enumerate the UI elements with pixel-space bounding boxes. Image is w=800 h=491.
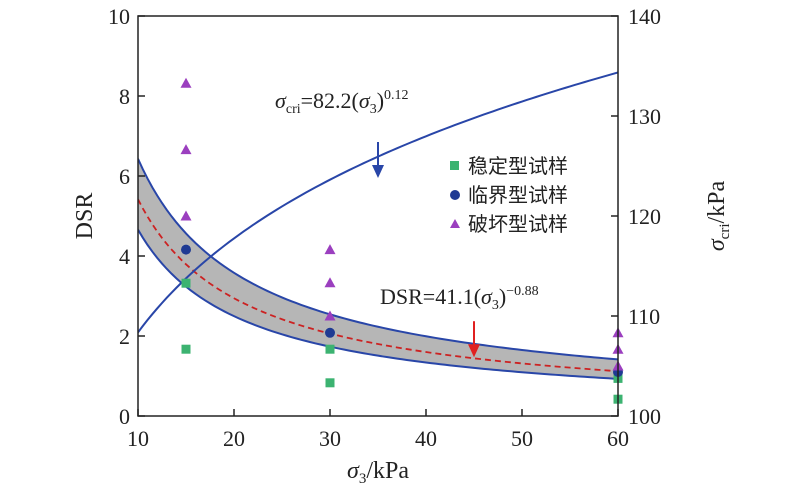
x-tick-label-40: 40 <box>415 426 437 451</box>
axis-ticks: 10 20 30 40 50 60 0 2 4 6 8 10 100 110 120 130 140 <box>108 4 661 451</box>
legend: 稳定型试样 临界型试样 破坏型试样 <box>450 154 568 236</box>
x-tick-label-50: 50 <box>511 426 533 451</box>
y-right-tick-label-120: 120 <box>628 204 661 229</box>
sigma-cri-equation: σcri=82.2(σ3)0.12 <box>275 88 409 117</box>
left-y-axis-label: DSR <box>72 193 98 240</box>
dsr-fit-curve <box>138 198 618 373</box>
legend-marker-stable <box>450 161 459 170</box>
point-series-2-3 <box>324 244 336 255</box>
point-series-2-5 <box>324 310 336 321</box>
y-left-tick-label-6: 6 <box>119 164 130 189</box>
point-series-2-1 <box>180 144 192 155</box>
band-upper-boundary <box>138 158 618 361</box>
point-series-2-0 <box>180 77 192 88</box>
dsr-equation: DSR=41.1(σ3)−0.88 <box>380 284 539 313</box>
y-left-tick-label-8: 8 <box>119 84 130 109</box>
point-series-1-0 <box>181 244 191 255</box>
y-left-tick-label-10: 10 <box>108 4 130 29</box>
x-axis-label: σ3/kPa <box>347 458 409 487</box>
point-series-2-2 <box>180 210 192 221</box>
x-tick-label-60: 60 <box>607 426 629 451</box>
sigma-cri-arrow <box>372 142 384 178</box>
y-left-tick-label-0: 0 <box>119 404 130 429</box>
x-tick-label-10: 10 <box>127 426 149 451</box>
y-right-tick-label-130: 130 <box>628 104 661 129</box>
legend-label-critical: 临界型试样 <box>468 183 568 207</box>
x-tick-label-20: 20 <box>223 426 245 451</box>
confidence-band <box>138 158 618 379</box>
x-tick-label-30: 30 <box>319 426 341 451</box>
legend-label-failure: 破坏型试样 <box>468 212 568 236</box>
y-right-tick-label-100: 100 <box>628 404 661 429</box>
dsr-arrow <box>468 321 480 358</box>
point-series-2-4 <box>324 277 336 288</box>
legend-marker-failure <box>450 219 460 228</box>
right-y-axis-label: σcri/kPa <box>704 180 733 251</box>
y-right-tick-label-110: 110 <box>628 304 660 329</box>
point-series-0-2 <box>325 344 335 354</box>
y-right-tick-label-140: 140 <box>628 4 661 29</box>
point-series-0-0 <box>181 278 191 288</box>
y-left-tick-label-4: 4 <box>119 244 130 269</box>
point-series-0-1 <box>181 344 191 354</box>
legend-marker-critical <box>450 190 460 200</box>
band-lower-boundary <box>138 229 618 380</box>
y-left-tick-label-2: 2 <box>119 324 130 349</box>
point-series-1-1 <box>325 327 335 338</box>
legend-label-stable: 稳定型试样 <box>468 154 568 178</box>
point-series-0-3 <box>325 378 335 388</box>
